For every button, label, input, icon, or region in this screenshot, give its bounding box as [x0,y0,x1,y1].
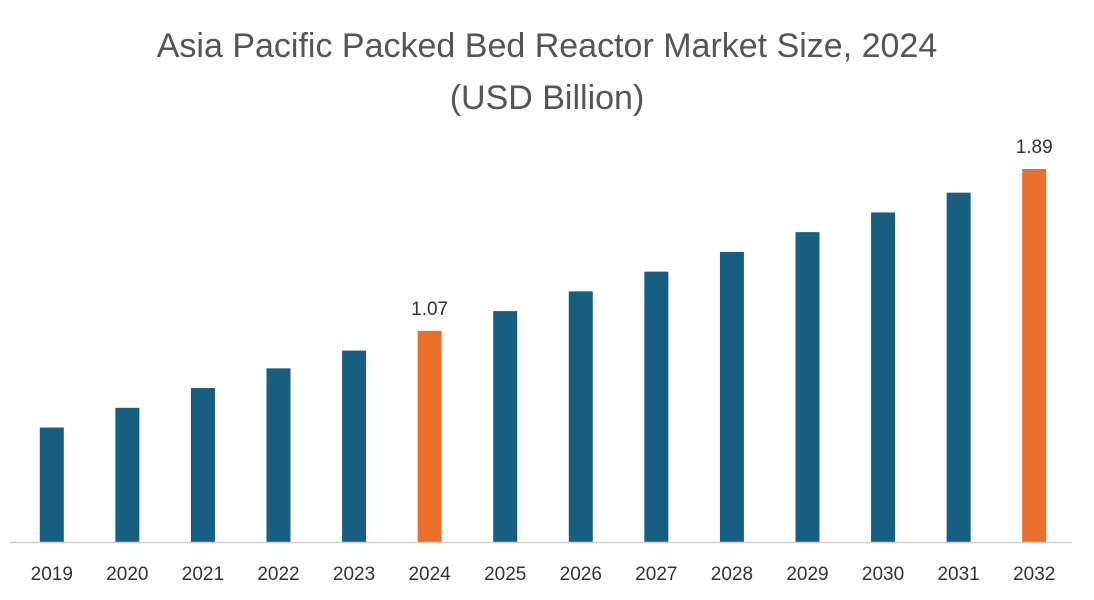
bar-2027 [644,271,669,542]
chart-subtitle: (USD Billion) [449,79,645,117]
bar-2023 [342,350,367,542]
bar-2025 [493,311,518,542]
x-tick-label-2020: 2020 [106,564,148,585]
x-tick-label-2028: 2028 [711,564,753,585]
bar-2026 [568,291,593,542]
bar-2024 [417,330,442,542]
bar-2019 [39,427,64,542]
x-tick-label-2019: 2019 [31,564,73,585]
x-tick-label-2024: 2024 [408,564,451,585]
bar-2028 [719,251,744,542]
bar-2029 [795,232,820,542]
chart-title: Asia Pacific Packed Bed Reactor Market S… [156,27,938,65]
data-label-2032: 1.89 [1016,137,1053,158]
x-tick-label-2025: 2025 [484,564,526,585]
x-tick-label-2029: 2029 [786,564,828,585]
bar-2032 [1022,169,1047,542]
x-tick-label-2026: 2026 [560,564,602,585]
data-label-2024: 1.07 [411,299,448,320]
x-tick-label-2030: 2030 [862,564,904,585]
x-tick-label-2023: 2023 [333,564,375,585]
x-tick-label-2022: 2022 [257,564,299,585]
x-tick-label-2032: 2032 [1013,564,1055,585]
bar-2022 [266,368,291,542]
bar-2031 [946,192,971,542]
x-tick-label-2027: 2027 [635,564,677,585]
bar-2021 [190,388,215,542]
x-tick-label-2021: 2021 [182,564,224,585]
bar-2030 [871,212,896,543]
bar-2020 [115,407,140,542]
x-tick-label-2031: 2031 [937,564,979,585]
